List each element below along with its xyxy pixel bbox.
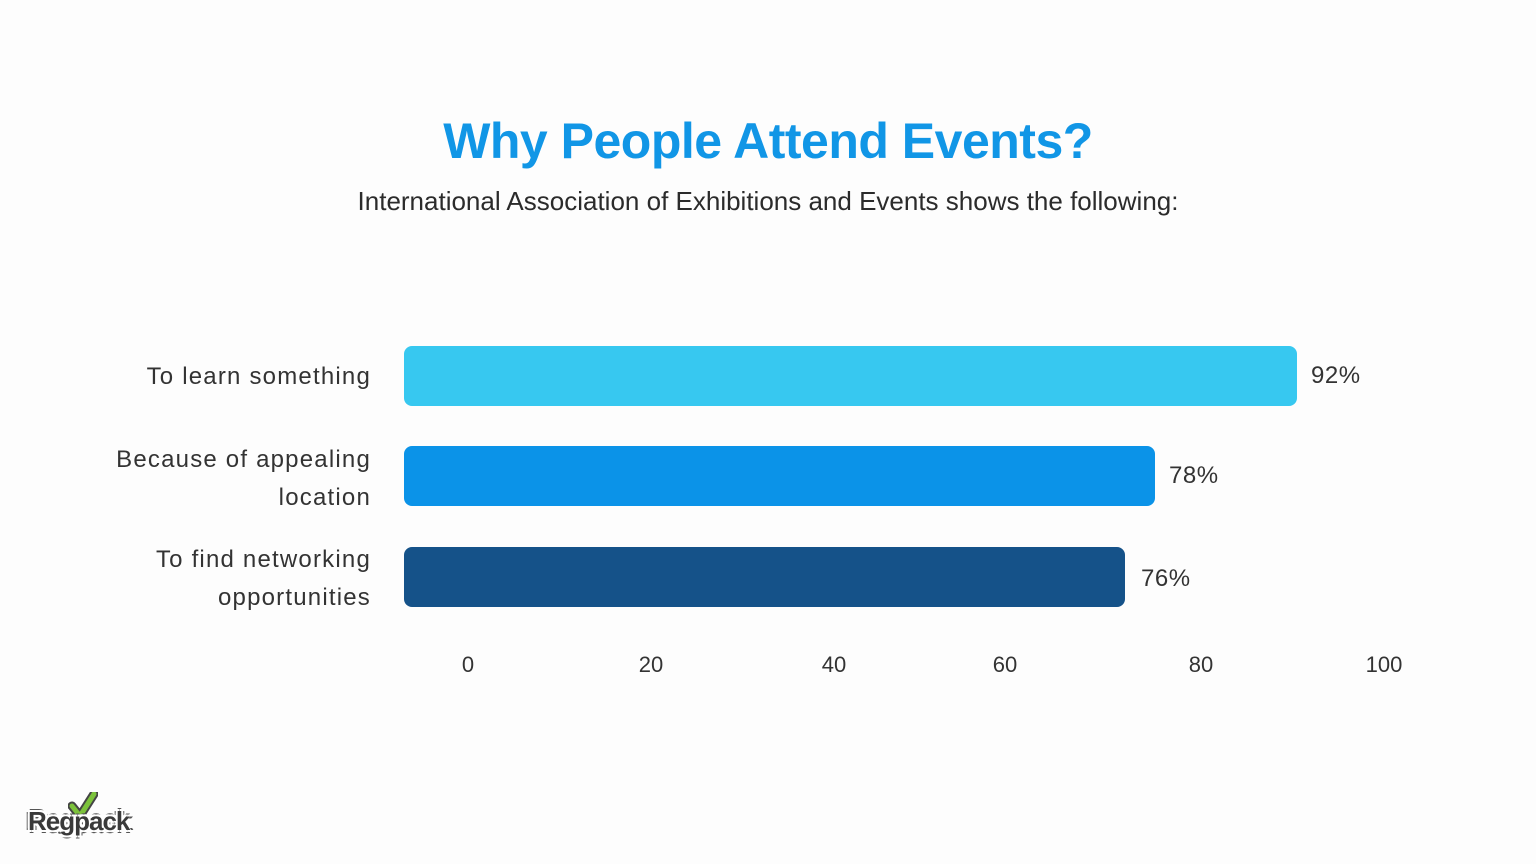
value-label-networking: 76% bbox=[1141, 565, 1191, 592]
regpack-logo: Regpack bbox=[28, 792, 148, 842]
category-label-location: Because of appealing location bbox=[116, 441, 371, 517]
category-label-networking: To find networking opportunities bbox=[156, 541, 371, 617]
category-label-text: To learn something bbox=[146, 363, 371, 390]
bar-learn bbox=[404, 346, 1297, 406]
x-tick: 40 bbox=[821, 652, 847, 677]
logo-text: Regpack bbox=[28, 806, 130, 836]
bar-networking bbox=[404, 547, 1125, 607]
x-tick: 100 bbox=[1365, 652, 1403, 677]
category-label-line: opportunities bbox=[217, 584, 371, 611]
x-tick: 60 bbox=[992, 652, 1018, 677]
value-label-location: 78% bbox=[1169, 462, 1219, 489]
x-tick: 80 bbox=[1188, 652, 1214, 677]
x-tick: 0 bbox=[461, 652, 475, 677]
bar-location bbox=[404, 446, 1155, 506]
checkmark-icon bbox=[68, 792, 98, 821]
chart-title: Why People Attend Events? bbox=[443, 113, 1093, 169]
category-label-line: To find networking bbox=[155, 546, 371, 573]
category-label-line: Because of appealing bbox=[116, 446, 371, 473]
x-tick: 20 bbox=[638, 652, 664, 677]
category-label-line: location bbox=[278, 484, 371, 511]
value-label-learn: 92% bbox=[1311, 362, 1361, 389]
chart-subtitle: International Association of Exhibitions… bbox=[357, 186, 1179, 216]
category-label-learn: To learn something bbox=[147, 358, 371, 396]
